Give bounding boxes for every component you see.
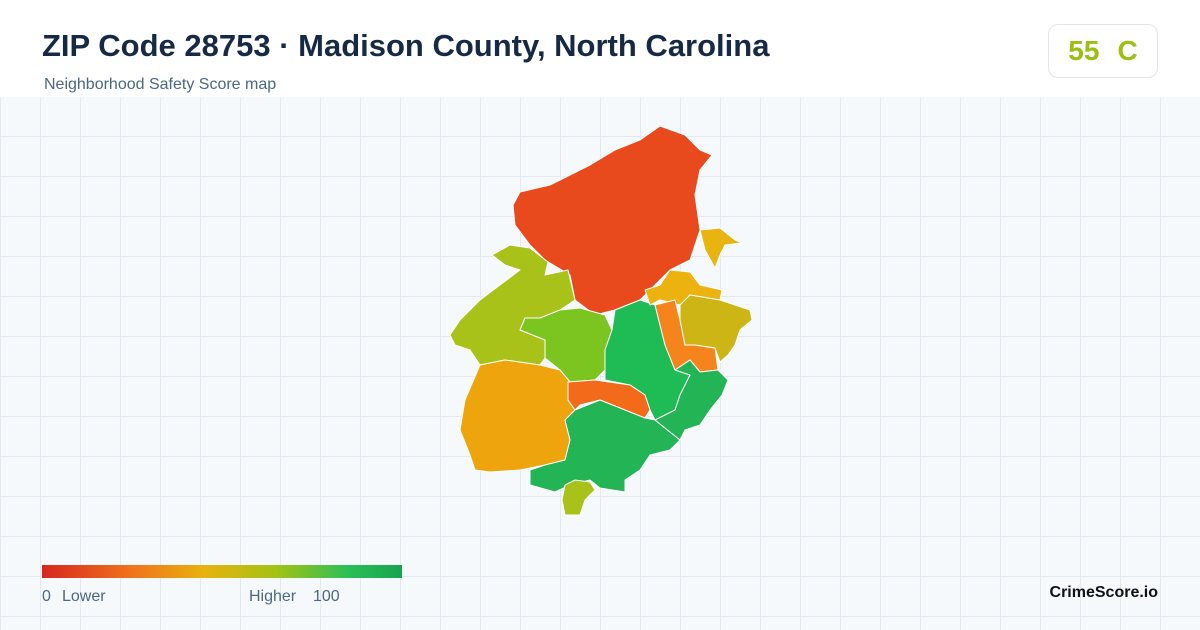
score-card: 55 C — [1048, 24, 1158, 78]
region — [561, 479, 596, 516]
region — [644, 269, 723, 306]
legend-gradient — [42, 565, 402, 578]
region — [459, 359, 576, 473]
region — [699, 227, 743, 269]
region — [654, 299, 719, 373]
title: ZIP Code 28753 · Madison County, North C… — [42, 28, 770, 63]
legend-min: 0 — [42, 588, 51, 605]
score-value: 55 — [1068, 35, 1100, 66]
legend-max: 100 — [313, 588, 340, 605]
region — [654, 359, 729, 441]
legend-max-label: Higher — [249, 588, 297, 605]
score-grade: C — [1117, 35, 1138, 66]
region — [529, 399, 681, 493]
brand: CrimeScore.io — [1049, 584, 1158, 601]
legend-min-label: Lower — [62, 588, 106, 605]
region — [679, 294, 753, 363]
subtitle: Neighborhood Safety Score map — [44, 76, 277, 93]
